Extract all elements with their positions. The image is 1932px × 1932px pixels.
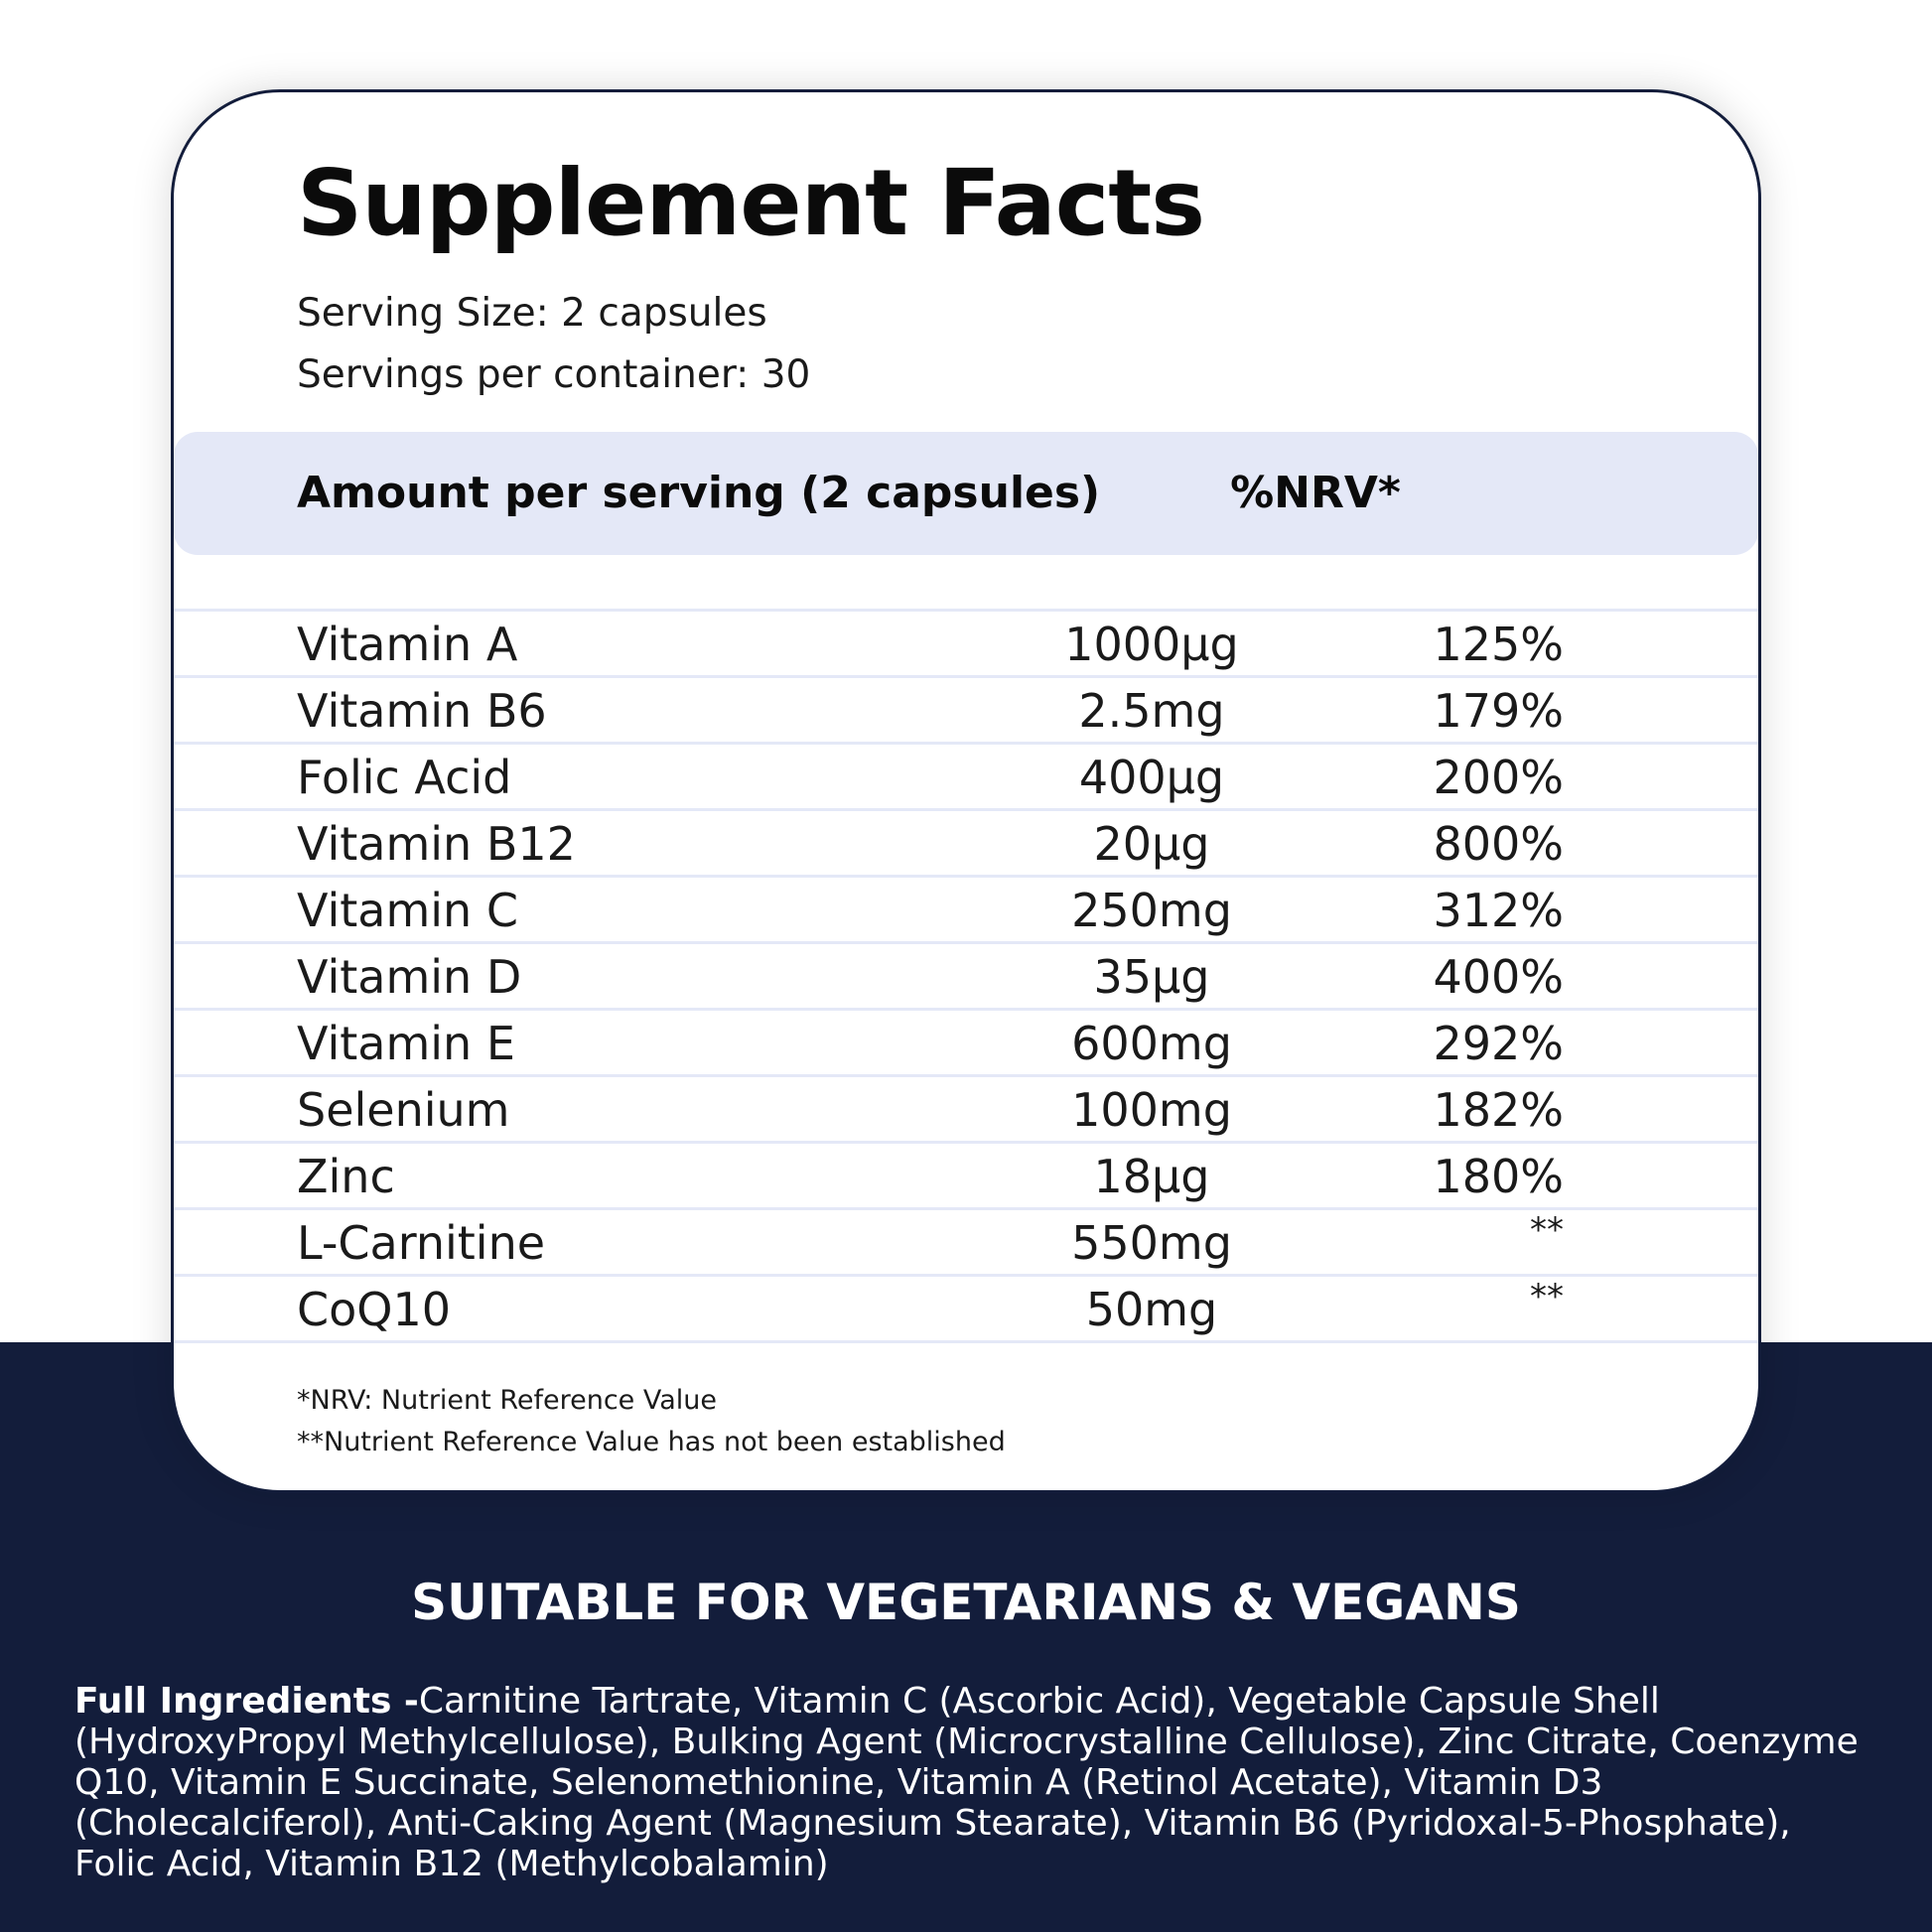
nutrient-name: Folic Acid	[297, 751, 512, 804]
ingredients-text: Carnitine Tartrate, Vitamin C (Ascorbic …	[74, 1681, 1859, 1884]
nutrient-nrv: **	[1530, 1277, 1564, 1316]
nutrient-amount: 20μg	[1093, 817, 1210, 871]
table-row: Vitamin A 1000μg 125%	[174, 609, 1758, 675]
table-row: Vitamin C 250mg 312%	[174, 875, 1758, 941]
table-row: CoQ10 50mg **	[174, 1274, 1758, 1343]
nutrient-name: Vitamin D	[297, 950, 522, 1004]
table-row: L-Carnitine 550mg **	[174, 1207, 1758, 1274]
nutrient-name: Selenium	[297, 1083, 510, 1137]
nutrient-nrv: 200%	[1433, 751, 1564, 804]
full-ingredients: Full Ingredients -Carnitine Tartrate, Vi…	[74, 1681, 1862, 1884]
table-row: Vitamin D 35μg 400%	[174, 941, 1758, 1008]
nutrient-name: Vitamin B12	[297, 817, 576, 871]
nutrient-amount: 600mg	[1071, 1017, 1232, 1070]
nutrient-name: Vitamin B6	[297, 684, 547, 738]
table-header-bar	[174, 432, 1758, 555]
table-header-nrv: %NRV*	[1230, 468, 1401, 518]
nutrient-nrv: 400%	[1433, 950, 1564, 1004]
nutrient-nrv: 180%	[1433, 1150, 1564, 1203]
supplement-facts-card: Supplement Facts Serving Size: 2 capsule…	[171, 89, 1761, 1493]
nutrient-name: Vitamin A	[297, 618, 518, 671]
nutrient-name: CoQ10	[297, 1283, 452, 1336]
nutrient-table: Vitamin A 1000μg 125% Vitamin B6 2.5mg 1…	[174, 609, 1758, 1343]
nutrient-nrv: 800%	[1433, 817, 1564, 871]
nutrient-nrv: 312%	[1433, 884, 1564, 937]
nutrient-name: L-Carnitine	[297, 1216, 546, 1270]
nutrient-nrv: 179%	[1433, 684, 1564, 738]
table-row: Vitamin B12 20μg 800%	[174, 808, 1758, 875]
table-row: Vitamin E 600mg 292%	[174, 1008, 1758, 1074]
footnote-nrv: *NRV: Nutrient Reference Value	[297, 1385, 718, 1416]
nutrient-amount: 550mg	[1071, 1216, 1232, 1270]
serving-size: Serving Size: 2 capsules	[297, 291, 767, 336]
servings-per-container: Servings per container: 30	[297, 352, 811, 397]
nutrient-name: Vitamin C	[297, 884, 518, 937]
nutrient-amount: 2.5mg	[1078, 684, 1225, 738]
nutrient-nrv: 292%	[1433, 1017, 1564, 1070]
nutrient-amount: 50mg	[1085, 1283, 1218, 1336]
footnote-not-established: **Nutrient Reference Value has not been …	[297, 1427, 1006, 1457]
nutrient-amount: 250mg	[1071, 884, 1232, 937]
nutrient-name: Vitamin E	[297, 1017, 515, 1070]
table-row: Folic Acid 400μg 200%	[174, 742, 1758, 808]
table-header-amount: Amount per serving (2 capsules)	[297, 468, 1101, 518]
nutrient-amount: 35μg	[1093, 950, 1210, 1004]
suitable-for-vegans-banner: SUITABLE FOR VEGETARIANS & VEGANS	[411, 1574, 1521, 1631]
nutrient-amount: 18μg	[1093, 1150, 1210, 1203]
nutrient-nrv: 182%	[1433, 1083, 1564, 1137]
table-row: Vitamin B6 2.5mg 179%	[174, 675, 1758, 742]
nutrient-nrv: 125%	[1433, 618, 1564, 671]
ingredients-label: Full Ingredients -	[74, 1681, 419, 1722]
nutrient-amount: 1000μg	[1064, 618, 1239, 671]
nutrient-nrv: **	[1530, 1210, 1564, 1250]
nutrient-amount: 100mg	[1071, 1083, 1232, 1137]
table-row: Zinc 18μg 180%	[174, 1141, 1758, 1207]
table-row: Selenium 100mg 182%	[174, 1074, 1758, 1141]
page-title: Supplement Facts	[297, 150, 1205, 256]
nutrient-amount: 400μg	[1078, 751, 1225, 804]
nutrient-name: Zinc	[297, 1150, 395, 1203]
